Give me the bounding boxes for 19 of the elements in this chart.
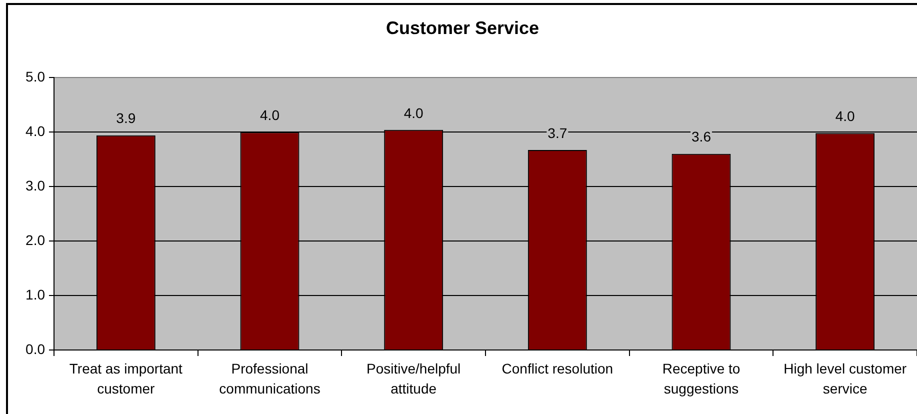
x-tick-label: Conflict resolution [502, 360, 614, 377]
y-tick-label: 2.0 [26, 232, 46, 248]
x-tick-label: Treat as important customer [69, 360, 183, 396]
x-tick-label: Receptive to suggestions [662, 360, 740, 396]
x-tick-label: High level customer service [784, 360, 907, 396]
data-label: 4.0 [404, 104, 424, 121]
y-tick-label: 4.0 [26, 122, 46, 139]
data-label: 4.0 [835, 108, 856, 124]
y-tick-label: 0.0 [26, 340, 46, 357]
data-label: 4.0 [260, 106, 280, 123]
data-label: 3.6 [692, 128, 712, 145]
x-tick-label: Positive/helpful attitude [366, 360, 461, 396]
y-tick-label: 5.0 [26, 68, 46, 84]
data-label: 3.7 [548, 124, 568, 141]
data-label: 3.9 [116, 110, 136, 126]
x-tick-label: Professional communications [219, 360, 320, 396]
y-tick-label: 3.0 [26, 177, 46, 194]
y-tick-label: 1.0 [26, 286, 46, 302]
chart-title: Customer Service [386, 18, 540, 38]
